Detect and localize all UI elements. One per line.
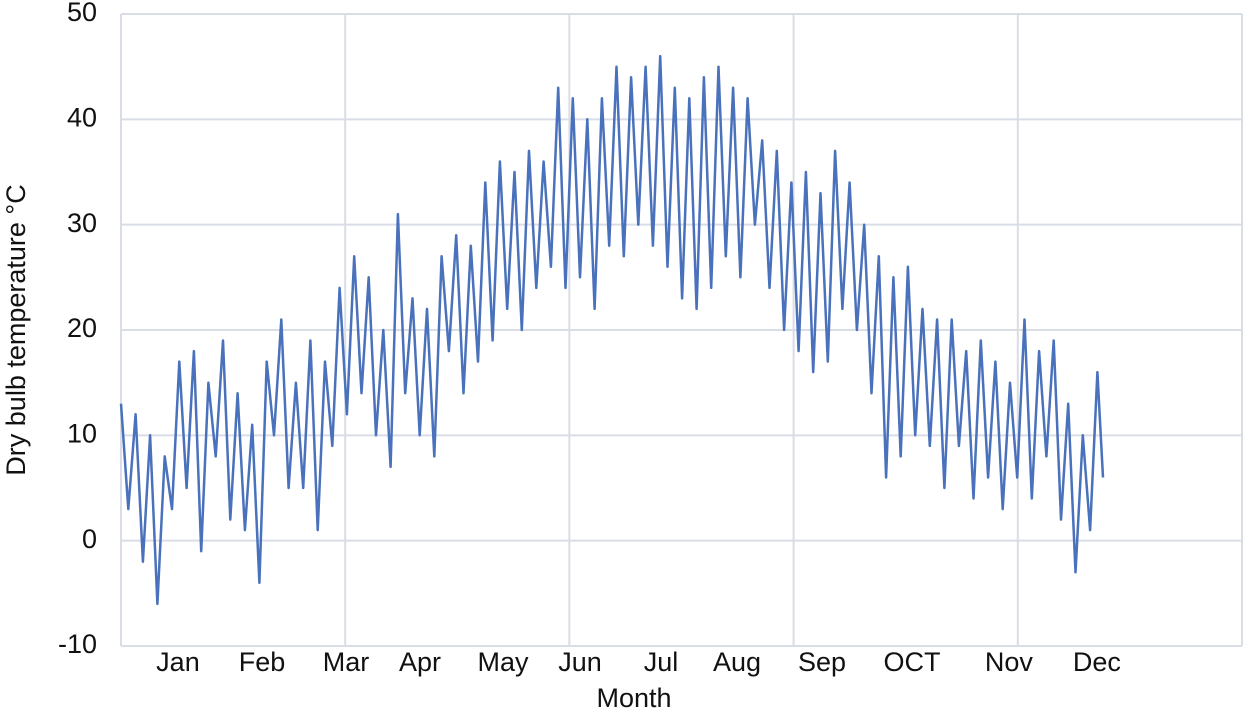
y-tick-label: 20 — [67, 313, 97, 343]
y-tick-label: -10 — [58, 629, 97, 659]
y-tick-label: 0 — [82, 524, 97, 554]
x-tick-label: Apr — [399, 647, 441, 677]
x-tick-label: Mar — [323, 647, 370, 677]
x-tick-label: Jan — [156, 647, 200, 677]
x-tick-label: Aug — [713, 647, 761, 677]
x-axis-label: Month — [596, 683, 671, 713]
y-axis-label: Dry bulb temperature °C — [1, 184, 31, 475]
x-tick-label: Feb — [239, 647, 286, 677]
y-tick-label: 50 — [67, 0, 97, 27]
x-tick-label: Jun — [558, 647, 602, 677]
y-tick-label: 30 — [67, 208, 97, 238]
x-tick-label: Dec — [1073, 647, 1121, 677]
x-tick-label: May — [478, 647, 530, 677]
temperature-line — [119, 54, 1105, 606]
x-tick-label: Nov — [985, 647, 1034, 677]
x-tick-label: Sep — [798, 647, 846, 677]
y-tick-label: 10 — [67, 418, 97, 448]
x-tick-label: Jul — [644, 647, 679, 677]
y-tick-label: 40 — [67, 102, 97, 132]
x-tick-label: OCT — [883, 647, 940, 677]
